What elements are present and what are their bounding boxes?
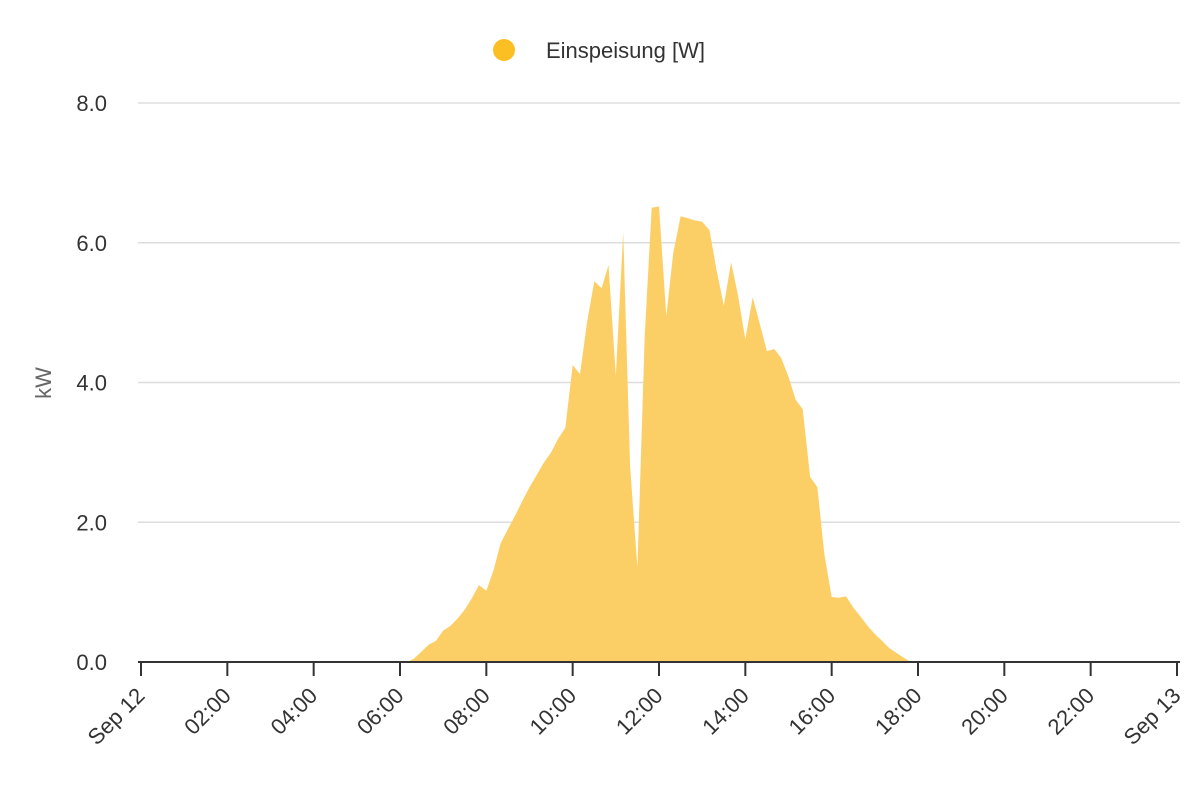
x-tick-label: 18:00: [870, 683, 927, 740]
x-tick-label: 02:00: [179, 683, 236, 740]
x-tick-label: 16:00: [784, 683, 841, 740]
y-tick-label: 8.0: [76, 91, 107, 116]
x-tick-label: 20:00: [956, 683, 1013, 740]
x-tick-label: 08:00: [438, 683, 495, 740]
x-tick-label: 10:00: [525, 683, 582, 740]
y-axis-title: kW: [31, 367, 56, 399]
x-tick-label: 06:00: [352, 683, 409, 740]
x-tick-label: Sep 12: [83, 683, 150, 750]
legend-marker-einspeisung: [493, 39, 515, 61]
area-series-einspeisung[interactable]: [141, 206, 1177, 662]
y-tick-label: 0.0: [76, 650, 107, 675]
y-tick-label: 4.0: [76, 371, 107, 396]
x-tick-label: 22:00: [1043, 683, 1100, 740]
x-tick-label: Sep 13: [1119, 683, 1186, 750]
x-tick-label: 12:00: [611, 683, 668, 740]
x-tick-label: 04:00: [266, 683, 323, 740]
x-tick-label: 14:00: [697, 683, 754, 740]
legend-label-einspeisung: Einspeisung [W]: [546, 38, 705, 63]
y-tick-label: 6.0: [76, 231, 107, 256]
x-axis: Sep 12 02:00 04:00 06:00 08:00 10:00 12:00 14:0…: [83, 661, 1186, 750]
y-tick-label: 2.0: [76, 510, 107, 535]
y-axis: 0.0 2.0 4.0 6.0 8.0: [76, 91, 107, 675]
legend[interactable]: Einspeisung [W]: [493, 38, 705, 63]
